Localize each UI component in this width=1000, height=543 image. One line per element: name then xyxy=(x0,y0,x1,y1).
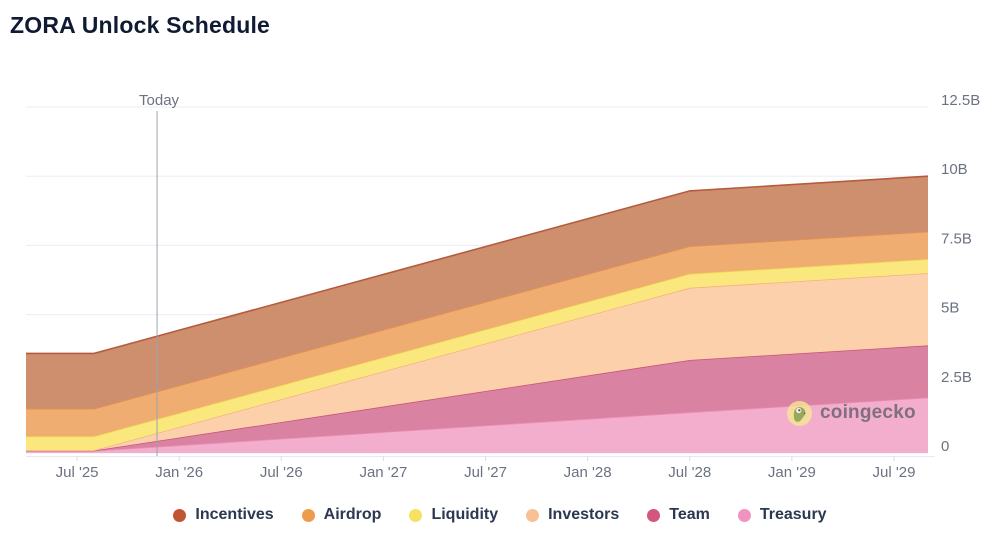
legend-label-incentives: Incentives xyxy=(195,506,274,523)
x-tick-label-Jan27: Jan '27 xyxy=(359,464,407,481)
area-topline-incentives xyxy=(26,175,929,355)
x-tick-label-Jan26: Jan '26 xyxy=(155,464,203,481)
area-treasury[interactable] xyxy=(26,397,928,453)
legend-dot-treasury xyxy=(737,508,751,522)
x-tick-label-Jan29: Jan '29 xyxy=(768,464,816,481)
legend-item-investors[interactable]: Investors xyxy=(526,506,619,524)
legend-dot-incentives xyxy=(173,508,187,522)
page-title: ZORA Unlock Schedule xyxy=(10,12,271,38)
area-team[interactable] xyxy=(26,345,928,451)
x-tick-label-Jan28: Jan '28 xyxy=(564,464,612,481)
area-investors[interactable] xyxy=(26,273,928,451)
coingecko-watermark-text: coingecko xyxy=(820,402,916,423)
legend: Incentives Airdrop Liquidity Investors Team T… xyxy=(0,500,1000,530)
today-label: Today xyxy=(139,92,180,109)
legend-dot-liquidity xyxy=(409,508,423,522)
x-tick-label-Jul29: Jul '29 xyxy=(873,464,916,481)
x-tick-label-Jul25: Jul '25 xyxy=(56,464,99,481)
legend-item-team[interactable]: Team xyxy=(647,506,710,524)
y-tick-label-5B: 5B xyxy=(941,300,959,317)
x-tick-label-Jul28: Jul '28 xyxy=(668,464,711,481)
legend-dot-airdrop xyxy=(301,508,315,522)
x-tick-label-Jul26: Jul '26 xyxy=(260,464,303,481)
area-airdrop[interactable] xyxy=(26,231,928,437)
legend-item-incentives[interactable]: Incentives xyxy=(173,506,274,524)
legend-label-airdrop: Airdrop xyxy=(323,506,382,523)
coingecko-gecko-icon xyxy=(786,400,813,426)
legend-label-liquidity: Liquidity xyxy=(431,506,499,523)
y-tick-label-0: 0 xyxy=(941,438,949,455)
y-tick-label-7.5B: 7.5B xyxy=(941,230,972,247)
legend-label-treasury: Treasury xyxy=(759,506,827,523)
area-incentives[interactable] xyxy=(26,176,928,409)
legend-item-airdrop[interactable]: Airdrop xyxy=(301,506,382,524)
legend-dot-team xyxy=(647,508,661,522)
legend-item-treasury[interactable]: Treasury xyxy=(737,506,827,524)
legend-dot-investors xyxy=(526,508,540,522)
legend-item-liquidity[interactable]: Liquidity xyxy=(409,506,498,524)
coingecko-watermark: coingecko xyxy=(786,399,916,427)
y-tick-label-12.5B: 12.5B xyxy=(941,92,980,109)
area-liquidity[interactable] xyxy=(26,259,928,451)
legend-label-investors: Investors xyxy=(548,506,620,523)
y-tick-label-2.5B: 2.5B xyxy=(941,369,972,386)
legend-label-team: Team xyxy=(669,506,710,523)
x-tick-label-Jul27: Jul '27 xyxy=(464,464,507,481)
y-tick-label-10B: 10B xyxy=(941,161,968,178)
